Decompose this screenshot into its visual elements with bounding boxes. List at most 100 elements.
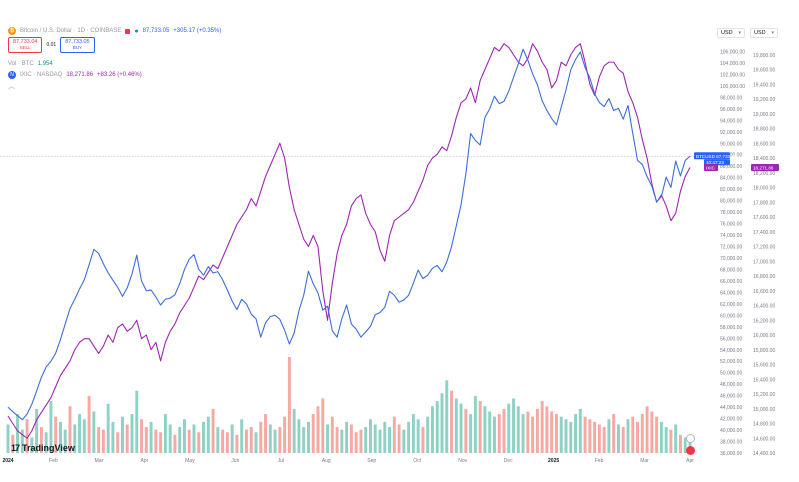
flag-icon[interactable] [686, 446, 695, 455]
left-axis-tick-label: 102,000.00 [720, 72, 745, 78]
volume-bar [240, 419, 244, 453]
volume-bar [268, 424, 272, 453]
volume-bar [655, 416, 659, 453]
time-axis-tick-label: 2024 [2, 458, 13, 464]
btcusd-countdown: 10:47:23 [706, 160, 724, 165]
volume-bar [392, 416, 396, 453]
volume-bar [669, 429, 673, 453]
left-axis-tick-label: 64,000.00 [720, 290, 742, 296]
buy-button[interactable]: 87,733.05 BUY [60, 37, 95, 53]
volume-bar [326, 424, 330, 453]
left-axis-tick-label: 66,000.00 [720, 279, 742, 285]
time-axis-tick-label: Mar [640, 458, 649, 464]
sell-label: SELL [19, 45, 31, 50]
symbol-title[interactable]: Bitcoin / U.S. Dollar · 1D · COINBASE [20, 28, 122, 34]
chevron-down-icon: ▾ [771, 30, 774, 36]
volume-bar [378, 429, 382, 453]
time-axis-tick-label: Mar [95, 458, 104, 464]
left-axis-tick-label: 40,000.00 [720, 428, 742, 434]
time-axis-tick-label: Aug [322, 458, 331, 464]
volume-bar [578, 408, 582, 453]
ixic-symbol-tag[interactable] [704, 163, 718, 171]
volume-bar [192, 424, 196, 453]
right-axis-currency-select[interactable]: USD ▾ [750, 28, 778, 38]
volume-bar [526, 411, 530, 453]
right-axis-tick-label: 19,400.00 [753, 82, 775, 88]
volume-bar [73, 424, 77, 453]
sell-button[interactable]: 87,733.04 SELL [8, 37, 43, 53]
left-axis-currency-label: USD [721, 30, 733, 36]
volume-bar [287, 357, 291, 453]
volume-bar [469, 414, 473, 453]
left-axis-currency-select[interactable]: USD ▾ [717, 28, 745, 38]
volume-bar [259, 421, 263, 453]
volume-bar [664, 427, 668, 453]
volume-bar [249, 427, 253, 453]
volume-bar [345, 421, 349, 453]
volume-bar [216, 427, 220, 453]
left-axis-tick-label: 90,000.00 [720, 141, 742, 147]
volume-bar [521, 414, 525, 453]
volume-bar [407, 421, 411, 453]
volume-bar [631, 416, 635, 453]
volume-bar [545, 406, 549, 453]
ixic-tag-value: 18,271.86 [753, 165, 774, 170]
volume-bar [306, 421, 310, 453]
compare-price: 18,271.86 [66, 72, 94, 78]
volume-bar [674, 424, 678, 453]
left-axis-tick-label: 52,000.00 [720, 359, 742, 365]
volume-bar [464, 408, 468, 453]
volume-bar [16, 414, 20, 453]
right-axis-tick-label: 18,400.00 [753, 156, 775, 162]
volume-bar [636, 421, 640, 453]
volume-bar [330, 416, 334, 453]
right-axis-tick-label: 17,600.00 [753, 215, 775, 221]
volume-bar [187, 429, 191, 453]
logo-text: TradingView [22, 443, 75, 453]
volume-bar [445, 380, 449, 453]
btcusd-symbol-tag[interactable] [694, 152, 730, 160]
volume-bar [383, 421, 387, 453]
right-axis-tick-label: 17,800.00 [753, 200, 775, 206]
left-axis-tick-label: 106,000.00 [720, 49, 745, 55]
btcusd-countdown-tag [704, 159, 730, 166]
volume-bar [540, 401, 544, 453]
volume-bar [120, 416, 124, 453]
collapse-legend: ︿ [8, 81, 15, 91]
compare-change: +83.26 (+0.46%) [97, 72, 142, 78]
compare-symbol[interactable]: IXIC · NASDAQ [20, 72, 63, 78]
tradingview-logo[interactable]: 17 TradingView [11, 443, 75, 453]
left-axis-tick-label: 62,000.00 [720, 302, 742, 308]
volume-bar [264, 414, 268, 453]
volume-bar [49, 401, 53, 453]
btcusd-series-line[interactable] [7, 48, 691, 421]
time-axis-tick-label: Apr [141, 458, 149, 464]
volume-bar [44, 432, 48, 453]
volume-bar [426, 416, 430, 453]
volume-bar [58, 421, 62, 453]
volume-bar [97, 427, 101, 453]
volume-bar [11, 434, 15, 453]
chevron-up-icon[interactable]: ︿ [8, 83, 15, 90]
volume-label[interactable]: Vol · BTC [8, 61, 34, 67]
left-axis-tick-label: 70,000.00 [720, 256, 742, 262]
right-axis-tick-label: 14,600.00 [753, 436, 775, 442]
volume-bar [340, 429, 344, 453]
time-axis-tick-label: Sep [367, 458, 376, 464]
volume-bar [30, 437, 34, 453]
btcusd-tag-label: BTCUSD 87,733.05 [696, 154, 737, 159]
left-axis-tick-label: 74,000.00 [720, 233, 742, 239]
volume-bar [273, 429, 277, 453]
reset-chart-button[interactable] [686, 434, 695, 443]
volume-bar [492, 416, 496, 453]
volume-bar [597, 424, 601, 453]
ixic-series-line[interactable] [7, 43, 691, 439]
left-axis-tick-label: 100,000.00 [720, 84, 745, 90]
volume-bar [626, 419, 630, 453]
volume-bar [321, 398, 325, 453]
right-axis-tick-label: 15,200.00 [753, 392, 775, 398]
volume-bar [292, 408, 296, 453]
left-axis-tick-label: 42,000.00 [720, 417, 742, 423]
